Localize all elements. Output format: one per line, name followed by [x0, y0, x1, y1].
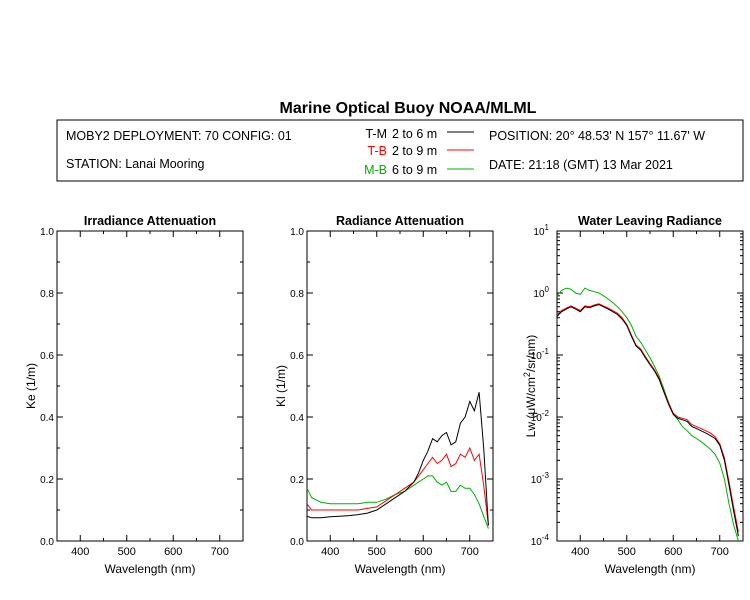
- y-tick-label: 0.6: [290, 351, 304, 362]
- plot-water-leaving: Water Leaving Radiance 400 500 600 700 101 100…: [522, 214, 744, 576]
- date-text: DATE: 21:18 (GMT) 13 Mar 2021: [489, 158, 673, 172]
- series-line-m-b: [557, 287, 739, 541]
- y-tick-label: 0.4: [40, 413, 54, 424]
- series-line-m-b: [307, 475, 489, 529]
- plot-radiance: Radiance Attenuation 400 500 600 700 0.0 0.2 0.…: [274, 214, 494, 576]
- plots: Irradiance Attenuation 400 500 600 700 0.0 0.2…: [24, 214, 744, 576]
- y-axis-label: Kl (1/m): [274, 365, 288, 407]
- plot-frame: [556, 230, 744, 542]
- x-tick-label: 700: [711, 546, 729, 558]
- y-axis-label-tail: /sr/nm): [524, 335, 538, 372]
- x-tick-label: 500: [618, 546, 636, 558]
- plot-frame: [56, 230, 244, 542]
- y-axis-label: Lw (μW/cm2/sr/nm): [522, 335, 538, 438]
- deployment-text: MOBY2 DEPLOYMENT: 70 CONFIG: 01: [66, 129, 292, 143]
- x-tick-label: 700: [461, 546, 479, 558]
- y-tick-exponent: -1: [542, 347, 550, 356]
- y-tick-label: 1.0: [290, 227, 304, 238]
- x-tick-label: 600: [164, 546, 182, 558]
- x-tick-label: 400: [571, 546, 589, 558]
- y-tick-label: 0.6: [40, 351, 54, 362]
- station-text: STATION: Lanai Mooring: [66, 157, 205, 171]
- y-tick-label: 0.0: [290, 537, 304, 548]
- legend-range-t-m: 2 to 6 m: [392, 127, 437, 141]
- x-axis-label: Wavelength (nm): [105, 562, 196, 576]
- y-tick-label: 10-3: [531, 471, 550, 486]
- y-tick-label: 10-4: [531, 533, 550, 548]
- legend: T-M 2 to 6 m T-B 2 to 9 m M-B 6 to 9 m: [364, 127, 474, 177]
- plot-title: Water Leaving Radiance: [578, 214, 722, 228]
- info-box-frame: [56, 119, 744, 182]
- legend-range-t-b: 2 to 9 m: [392, 144, 437, 158]
- y-tick-label: 1.0: [40, 227, 54, 238]
- series-line-t-b: [307, 446, 489, 526]
- series-line-t-m: [557, 304, 739, 537]
- y-axis-label-sup: 2: [522, 372, 532, 377]
- x-tick-label: 600: [414, 546, 432, 558]
- y-axis-label-main: Lw (μW/cm: [524, 377, 538, 437]
- series-line-t-m: [307, 392, 489, 526]
- y-tick-exponent: 1: [545, 223, 550, 232]
- legend-code-t-m: T-M: [365, 127, 387, 141]
- x-axis-label: Wavelength (nm): [355, 562, 446, 576]
- x-tick-label: 500: [118, 546, 136, 558]
- x-tick-label: 400: [321, 546, 339, 558]
- y-tick-label: 100: [533, 285, 549, 300]
- plot-title: Irradiance Attenuation: [84, 214, 216, 228]
- y-tick-label: 0.8: [290, 289, 304, 300]
- plot-irradiance: Irradiance Attenuation 400 500 600 700 0.0 0.2…: [24, 214, 244, 576]
- x-axis-label: Wavelength (nm): [605, 562, 696, 576]
- x-tick-label: 500: [368, 546, 386, 558]
- y-tick-exponent: -3: [542, 471, 550, 480]
- y-tick-label: 101: [533, 223, 549, 238]
- legend-code-t-b: T-B: [368, 144, 387, 158]
- series-line-t-b: [557, 303, 739, 532]
- y-tick-label: 0.8: [40, 289, 54, 300]
- y-tick-label: 0.2: [290, 475, 304, 486]
- y-tick-label: 0.2: [40, 475, 54, 486]
- y-tick-exponent: -2: [542, 409, 550, 418]
- y-tick-exponent: 0: [545, 285, 550, 294]
- plot-title: Radiance Attenuation: [336, 214, 464, 228]
- y-tick-label: 0.4: [290, 413, 304, 424]
- info-box: MOBY2 DEPLOYMENT: 70 CONFIG: 01 STATION:…: [56, 119, 744, 182]
- y-axis-label: Ke (1/m): [24, 363, 38, 409]
- x-tick-label: 400: [71, 546, 89, 558]
- legend-range-m-b: 6 to 9 m: [392, 163, 437, 177]
- x-tick-label: 700: [211, 546, 229, 558]
- legend-code-m-b: M-B: [364, 163, 387, 177]
- x-tick-label: 600: [664, 546, 682, 558]
- y-tick-exponent: -4: [542, 533, 550, 542]
- position-text: POSITION: 20° 48.53' N 157° 11.67' W: [489, 129, 705, 143]
- figure-title: Marine Optical Buoy NOAA/MLML: [280, 100, 537, 117]
- y-tick-label: 0.0: [40, 537, 54, 548]
